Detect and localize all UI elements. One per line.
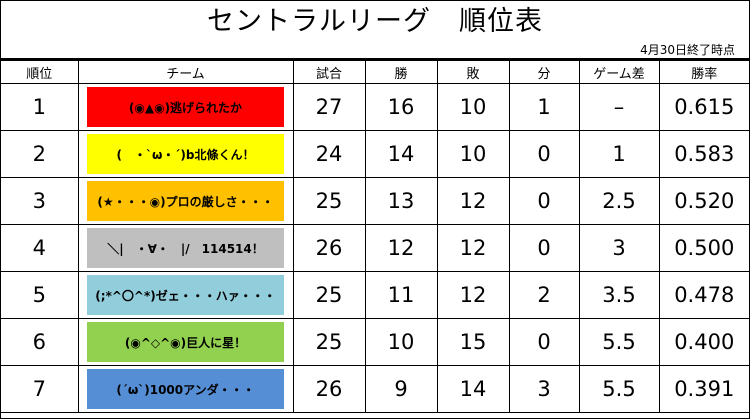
games-behind-cell: 5.5 xyxy=(578,365,660,413)
header-draws: 分 xyxy=(508,60,580,84)
team-cell: (◉^◇^◉)巨人に星！ xyxy=(77,318,294,366)
rank-cell: 5 xyxy=(1,271,79,319)
header-wins: 勝 xyxy=(364,60,438,84)
losses-cell: 12 xyxy=(436,271,510,319)
rank-cell: 7 xyxy=(1,365,79,413)
table-row: 7 (´ω`)1000アンダ・・・ 26 9 14 3 5.5 0.391 xyxy=(1,365,749,413)
header-team: チーム xyxy=(77,60,294,84)
team-name: (◉▲◉)逃げられたか xyxy=(87,87,284,127)
wins-cell: 10 xyxy=(364,318,438,366)
games-cell: 25 xyxy=(292,271,366,319)
page-title: セントラルリーグ 順位表 xyxy=(207,6,543,37)
games-behind-cell: 2.5 xyxy=(578,177,660,225)
team-name: (;*^〇^*)ゼェ・・・ハァ・・・ xyxy=(87,275,284,315)
games-behind-cell: 3 xyxy=(578,224,660,272)
losses-cell: 12 xyxy=(436,177,510,225)
rank-cell: 4 xyxy=(1,224,79,272)
games-behind-cell: 1 xyxy=(578,130,660,178)
header-losses: 敗 xyxy=(436,60,510,84)
draws-cell: 0 xyxy=(508,318,580,366)
win-pct-cell: 0.615 xyxy=(658,83,749,131)
table-row: 3 (★・・・◉)プロの厳しさ・・・ 25 13 12 0 2.5 0.520 xyxy=(1,177,749,225)
games-behind-cell: 3.5 xyxy=(578,271,660,319)
losses-cell: 15 xyxy=(436,318,510,366)
rank-cell: 6 xyxy=(1,318,79,366)
team-name: (´ω`)1000アンダ・・・ xyxy=(87,369,284,409)
team-cell: (´ω`)1000アンダ・・・ xyxy=(77,365,294,413)
losses-cell: 12 xyxy=(436,224,510,272)
header-win-pct: 勝率 xyxy=(658,60,749,84)
games-cell: 26 xyxy=(292,224,366,272)
table-row: 2( ・`ω・´)b北條くん！ 24 14 10 0 1 0.583 xyxy=(1,130,749,178)
games-cell: 24 xyxy=(292,130,366,178)
rank-cell: 2 xyxy=(1,130,79,178)
losses-cell: 10 xyxy=(436,83,510,131)
win-pct-cell: 0.583 xyxy=(658,130,749,178)
draws-cell: 2 xyxy=(508,271,580,319)
rank-cell: 3 xyxy=(1,177,79,225)
team-name: ( ・`ω・´)b北條くん！ xyxy=(87,134,284,174)
wins-cell: 13 xyxy=(364,177,438,225)
games-cell: 25 xyxy=(292,318,366,366)
wins-cell: 9 xyxy=(364,365,438,413)
draws-cell: 0 xyxy=(508,177,580,225)
games-behind-cell: – xyxy=(578,83,660,131)
wins-cell: 11 xyxy=(364,271,438,319)
team-cell: ＼| ・∀・ |/ 114514！ xyxy=(77,224,294,272)
wins-cell: 12 xyxy=(364,224,438,272)
header-rank: 順位 xyxy=(1,60,79,84)
table-row: 6 (◉^◇^◉)巨人に星！ 25 10 15 0 5.5 0.400 xyxy=(1,318,749,366)
table-row: 1 (◉▲◉)逃げられたか 27 16 10 1–0.615 xyxy=(1,83,749,131)
wins-cell: 16 xyxy=(364,83,438,131)
table-row: 4 ＼| ・∀・ |/ 114514！ 26 12 12 0 3 0.500 xyxy=(1,224,749,272)
draws-cell: 0 xyxy=(508,130,580,178)
team-name: ＼| ・∀・ |/ 114514！ xyxy=(87,228,284,268)
rank-cell: 1 xyxy=(1,83,79,131)
win-pct-cell: 0.500 xyxy=(658,224,749,272)
games-behind-cell: 5.5 xyxy=(578,318,660,366)
header-games-behind: ゲーム差 xyxy=(578,60,660,84)
standings-table: 順位 チーム 試合 勝 敗 分 ゲーム差 勝率 1 (◉▲◉)逃げられたか 27 16… xyxy=(1,60,749,413)
wins-cell: 14 xyxy=(364,130,438,178)
games-cell: 26 xyxy=(292,365,366,413)
draws-cell: 3 xyxy=(508,365,580,413)
header-games: 試合 xyxy=(292,60,366,84)
draws-cell: 0 xyxy=(508,224,580,272)
win-pct-cell: 0.478 xyxy=(658,271,749,319)
team-cell: (◉▲◉)逃げられたか xyxy=(77,83,294,131)
team-cell: (;*^〇^*)ゼェ・・・ハァ・・・ xyxy=(77,271,294,319)
team-name: (★・・・◉)プロの厳しさ・・・ xyxy=(87,181,284,221)
as-of-date: 4月30日終了時点 xyxy=(640,43,735,57)
losses-cell: 10 xyxy=(436,130,510,178)
win-pct-cell: 0.391 xyxy=(658,365,749,413)
games-cell: 27 xyxy=(292,83,366,131)
team-name: (◉^◇^◉)巨人に星！ xyxy=(87,322,284,362)
team-cell: (★・・・◉)プロの厳しさ・・・ xyxy=(77,177,294,225)
win-pct-cell: 0.400 xyxy=(658,318,749,366)
team-cell: ( ・`ω・´)b北條くん！ xyxy=(77,130,294,178)
header-row: 順位 チーム 試合 勝 敗 分 ゲーム差 勝率 xyxy=(1,60,749,84)
games-cell: 25 xyxy=(292,177,366,225)
title-divider xyxy=(1,58,749,60)
win-pct-cell: 0.520 xyxy=(658,177,749,225)
losses-cell: 14 xyxy=(436,365,510,413)
table-row: 5 (;*^〇^*)ゼェ・・・ハァ・・・ 25 11 12 2 3.5 0.478 xyxy=(1,271,749,319)
draws-cell: 1 xyxy=(508,83,580,131)
